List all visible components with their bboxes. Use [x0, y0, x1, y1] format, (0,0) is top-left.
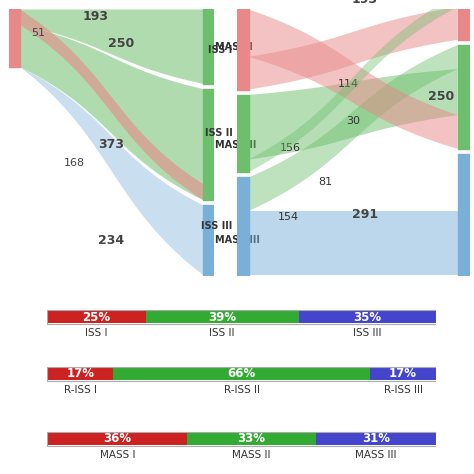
Text: 25%: 25% [82, 310, 110, 324]
Polygon shape [248, 9, 457, 149]
Text: R-ISS II: R-ISS II [224, 385, 260, 395]
Text: 51: 51 [31, 28, 45, 38]
Text: ISS III: ISS III [353, 328, 382, 338]
Text: ISS I: ISS I [85, 328, 108, 338]
Text: MASS III: MASS III [215, 235, 260, 245]
Bar [146, 311, 299, 323]
Text: 30: 30 [346, 116, 360, 126]
Polygon shape [248, 0, 457, 172]
Text: 234: 234 [98, 234, 125, 246]
Text: 81: 81 [318, 177, 332, 187]
Text: 114: 114 [338, 79, 359, 89]
Text: ISS II: ISS II [210, 328, 235, 338]
Text: 31%: 31% [362, 432, 390, 446]
Text: 35%: 35% [353, 310, 382, 324]
Text: MASS II: MASS II [232, 450, 271, 460]
Text: 17%: 17% [66, 367, 94, 381]
Text: 39%: 39% [208, 310, 236, 324]
Text: MASS III: MASS III [355, 450, 397, 460]
Bar [187, 433, 316, 445]
Text: MASS II: MASS II [215, 139, 257, 150]
Text: ISS I: ISS I [208, 45, 232, 55]
Text: 36%: 36% [103, 432, 131, 446]
Text: 193: 193 [352, 0, 378, 6]
Text: 250: 250 [428, 91, 455, 103]
Polygon shape [20, 9, 203, 84]
Text: 66%: 66% [228, 367, 256, 381]
Text: 154: 154 [278, 211, 299, 221]
Text: R-ISS I: R-ISS I [64, 385, 97, 395]
Text: MASS I: MASS I [100, 450, 135, 460]
Text: 168: 168 [64, 158, 85, 168]
Text: R-ISS III: R-ISS III [383, 385, 422, 395]
Bar [47, 368, 113, 380]
Bar [47, 433, 187, 445]
Text: MASS I: MASS I [215, 42, 253, 52]
Text: ISS III: ISS III [201, 221, 232, 231]
Polygon shape [248, 211, 457, 275]
Bar [316, 433, 436, 445]
Text: 17%: 17% [389, 367, 417, 381]
Polygon shape [20, 9, 203, 200]
Polygon shape [20, 67, 203, 275]
Polygon shape [20, 25, 203, 200]
Bar [113, 368, 370, 380]
Text: 291: 291 [352, 208, 378, 221]
Text: 373: 373 [99, 138, 124, 151]
Bar [299, 311, 436, 323]
Polygon shape [248, 69, 457, 160]
Bar [370, 368, 436, 380]
Polygon shape [248, 45, 457, 211]
Bar [47, 311, 146, 323]
Text: 250: 250 [109, 37, 135, 51]
Text: 193: 193 [82, 9, 108, 23]
Polygon shape [248, 7, 457, 90]
Text: ISS II: ISS II [205, 128, 232, 138]
Text: 156: 156 [280, 143, 301, 153]
Text: 33%: 33% [237, 432, 265, 446]
